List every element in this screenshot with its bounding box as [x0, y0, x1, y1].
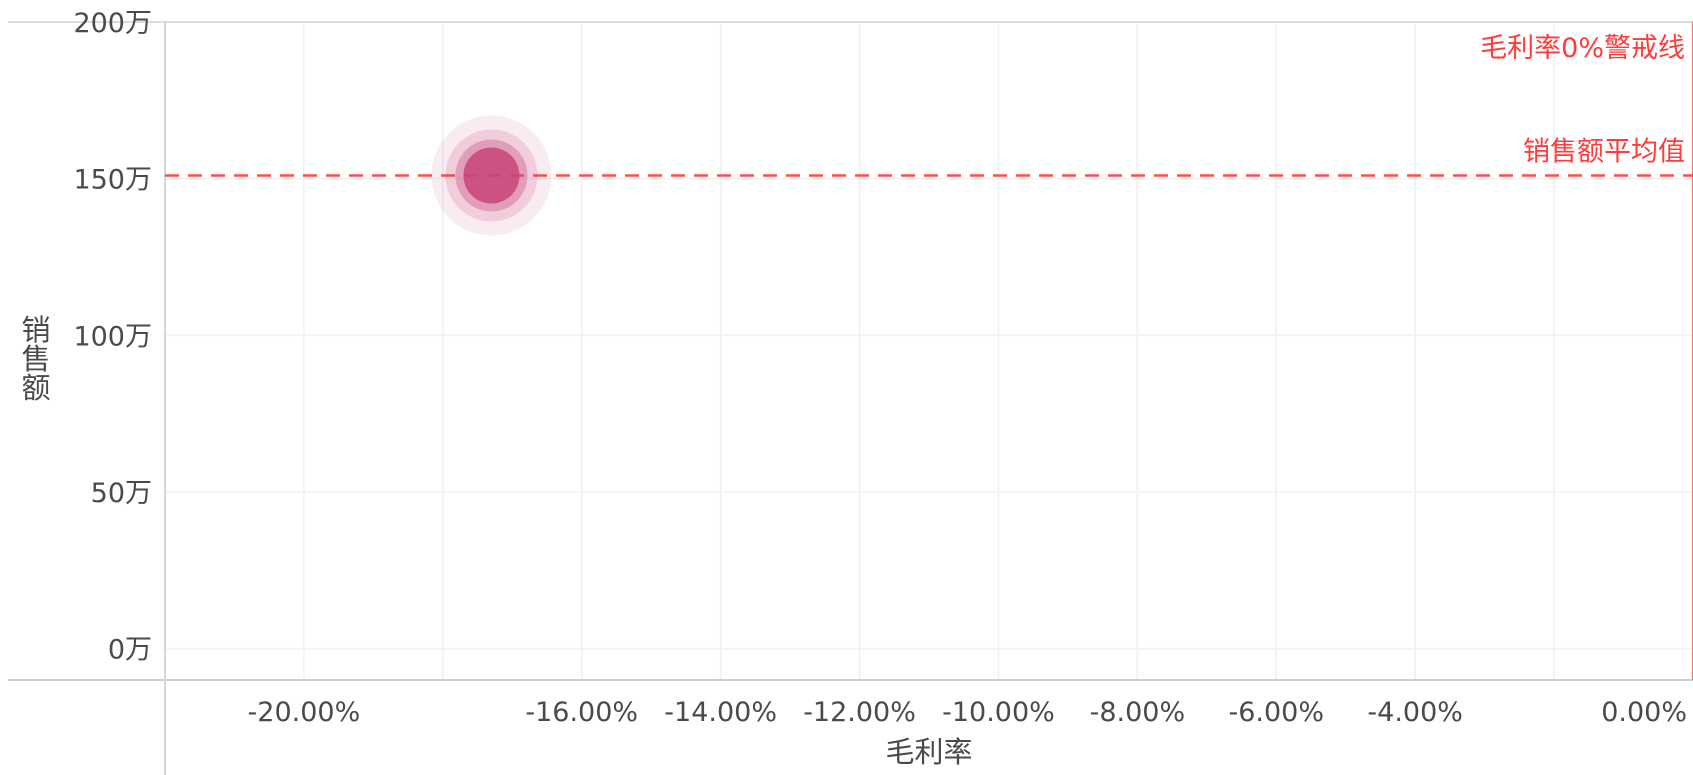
y-tick-labels: 0万 50万 100万 150万 200万 [73, 8, 152, 666]
x-tick-label: -8.00% [1090, 697, 1186, 728]
x-tick-label: -4.00% [1367, 697, 1463, 728]
x-tick-label: -6.00% [1229, 697, 1325, 728]
x-tick-label: -12.00% [803, 697, 916, 728]
y-tick-label: 150万 [73, 165, 152, 196]
axes [8, 21, 1693, 775]
grid-lines [165, 21, 1693, 680]
x-tick-label: -16.00% [525, 697, 638, 728]
x-tick-label: -10.00% [942, 697, 1055, 728]
data-point-halo [463, 147, 520, 204]
reference-label-x: 毛利率0%警戒线 [1480, 33, 1685, 64]
reference-label-y: 销售额平均值 [1523, 137, 1685, 168]
y-tick-label: 0万 [108, 635, 152, 666]
x-tick-labels: -20.00% -16.00% -14.00% -12.00% -10.00% -8.00… [248, 697, 1687, 728]
data-point[interactable] [431, 115, 552, 236]
x-tick-label: 0.00% [1601, 697, 1687, 728]
y-tick-label: 50万 [91, 478, 152, 509]
x-tick-label: -20.00% [248, 697, 361, 728]
y-tick-label: 100万 [73, 321, 152, 352]
data-points [431, 115, 552, 236]
y-tick-label: 200万 [73, 8, 152, 39]
x-axis-title: 毛利率 [885, 735, 972, 769]
x-tick-label: -14.00% [664, 697, 777, 728]
y-axis-title: 销售额 [17, 314, 51, 401]
